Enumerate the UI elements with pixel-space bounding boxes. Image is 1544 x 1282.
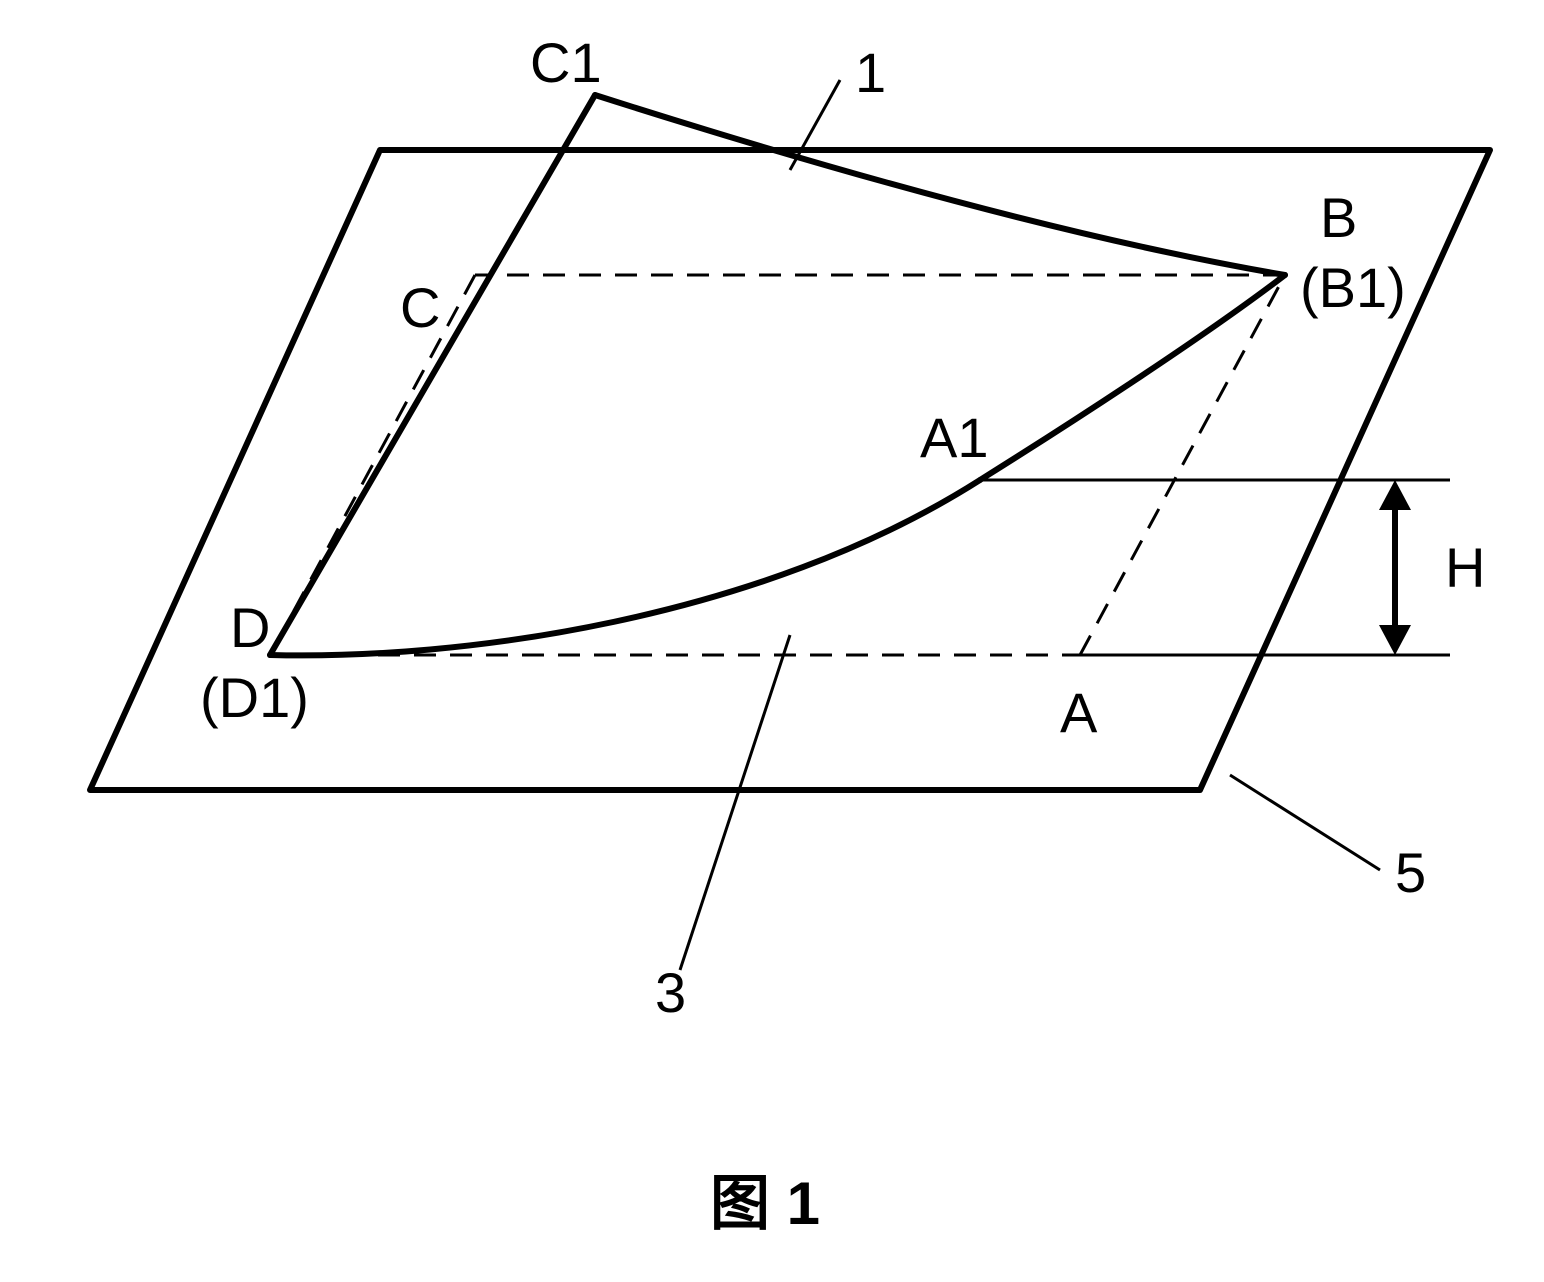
- label-3: 3: [655, 960, 686, 1025]
- height-indicator: [980, 480, 1450, 655]
- label-A1: A1: [920, 405, 989, 470]
- label-C1: C1: [530, 30, 602, 95]
- label-D: D: [230, 595, 270, 660]
- diagram-stage: C1 1 B (B1) C A1 H D (D1) A 5 3 图 1: [0, 0, 1544, 1282]
- leader-lines: [680, 80, 1380, 970]
- label-5: 5: [1395, 840, 1426, 905]
- label-1: 1: [855, 40, 886, 105]
- label-B: B: [1320, 185, 1357, 250]
- label-A: A: [1060, 680, 1097, 745]
- label-D1: (D1): [200, 665, 309, 730]
- label-B1: (B1): [1300, 255, 1406, 320]
- figure-caption: 图 1: [710, 1155, 820, 1242]
- label-H: H: [1445, 535, 1485, 600]
- label-C: C: [400, 275, 440, 340]
